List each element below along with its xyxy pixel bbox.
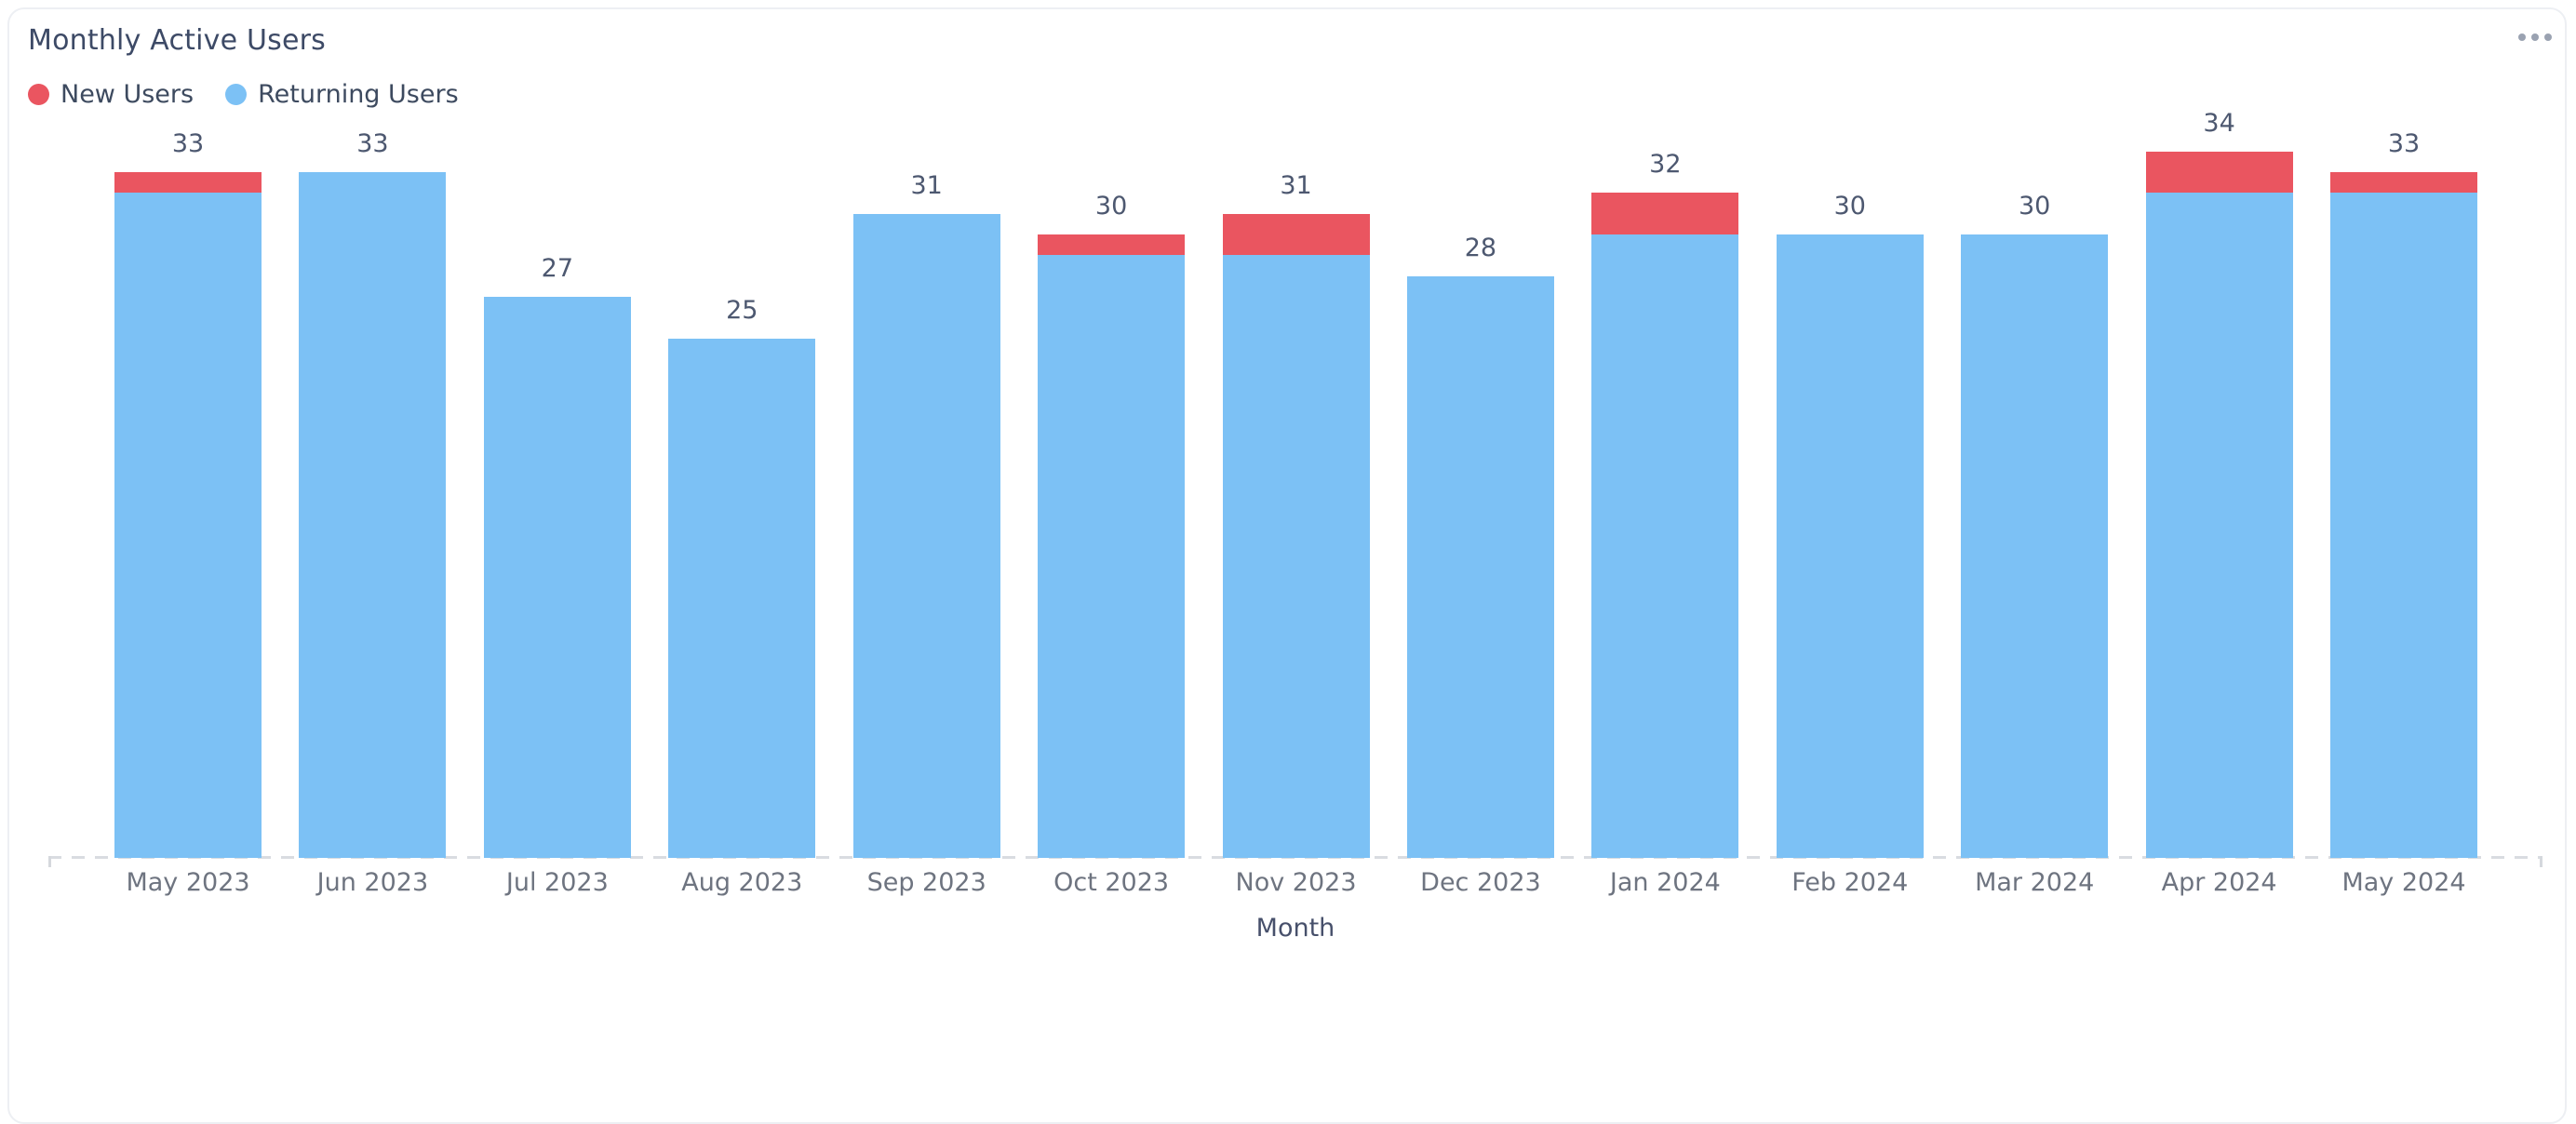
legend-item-new-users[interactable]: New Users	[28, 80, 194, 109]
bar-returning-users-nov-2023[interactable]	[1222, 255, 1370, 858]
legend-label: Returning Users	[258, 80, 459, 109]
bar-returning-users-apr-2024[interactable]	[2145, 193, 2293, 858]
bar-new-users-nov-2023[interactable]	[1222, 213, 1370, 256]
bar-returning-users-may-2023[interactable]	[114, 193, 262, 858]
ellipsis-icon	[2531, 33, 2539, 41]
legend-dot-new-users-icon	[28, 84, 49, 105]
bar-returning-users-aug-2023[interactable]	[668, 338, 816, 858]
bar-new-users-may-2023[interactable]	[114, 172, 262, 194]
bar-returning-users-may-2024[interactable]	[2330, 193, 2478, 858]
bar-returning-users-jul-2023[interactable]	[483, 297, 631, 858]
bar-new-users-may-2024[interactable]	[2330, 172, 2478, 194]
legend-label: New Users	[60, 80, 195, 109]
bar-new-users-jan-2024[interactable]	[1591, 193, 1739, 235]
bar-returning-users-jan-2024[interactable]	[1591, 234, 1739, 858]
legend-item-returning-users[interactable]: Returning Users	[225, 80, 459, 109]
chart-title: Monthly Active Users	[28, 24, 326, 57]
bar-returning-users-oct-2023[interactable]	[1038, 255, 1186, 858]
more-options-button[interactable]	[2511, 26, 2559, 48]
bar-returning-users-dec-2023[interactable]	[1406, 275, 1554, 858]
bar-returning-users-jun-2023[interactable]	[299, 172, 447, 858]
bar-new-users-oct-2023[interactable]	[1038, 234, 1186, 256]
bar-returning-users-sep-2023[interactable]	[852, 213, 1000, 858]
ellipsis-icon	[2544, 33, 2552, 41]
bar-returning-users-feb-2024[interactable]	[1776, 234, 1924, 858]
chart-legend: New Users Returning Users	[28, 80, 459, 109]
bar-new-users-apr-2024[interactable]	[2145, 151, 2293, 194]
chart-header: Monthly Active Users	[28, 24, 2546, 57]
legend-dot-returning-users-icon	[225, 84, 248, 105]
ellipsis-icon	[2518, 33, 2526, 41]
bar-returning-users-mar-2024[interactable]	[1961, 234, 2109, 858]
